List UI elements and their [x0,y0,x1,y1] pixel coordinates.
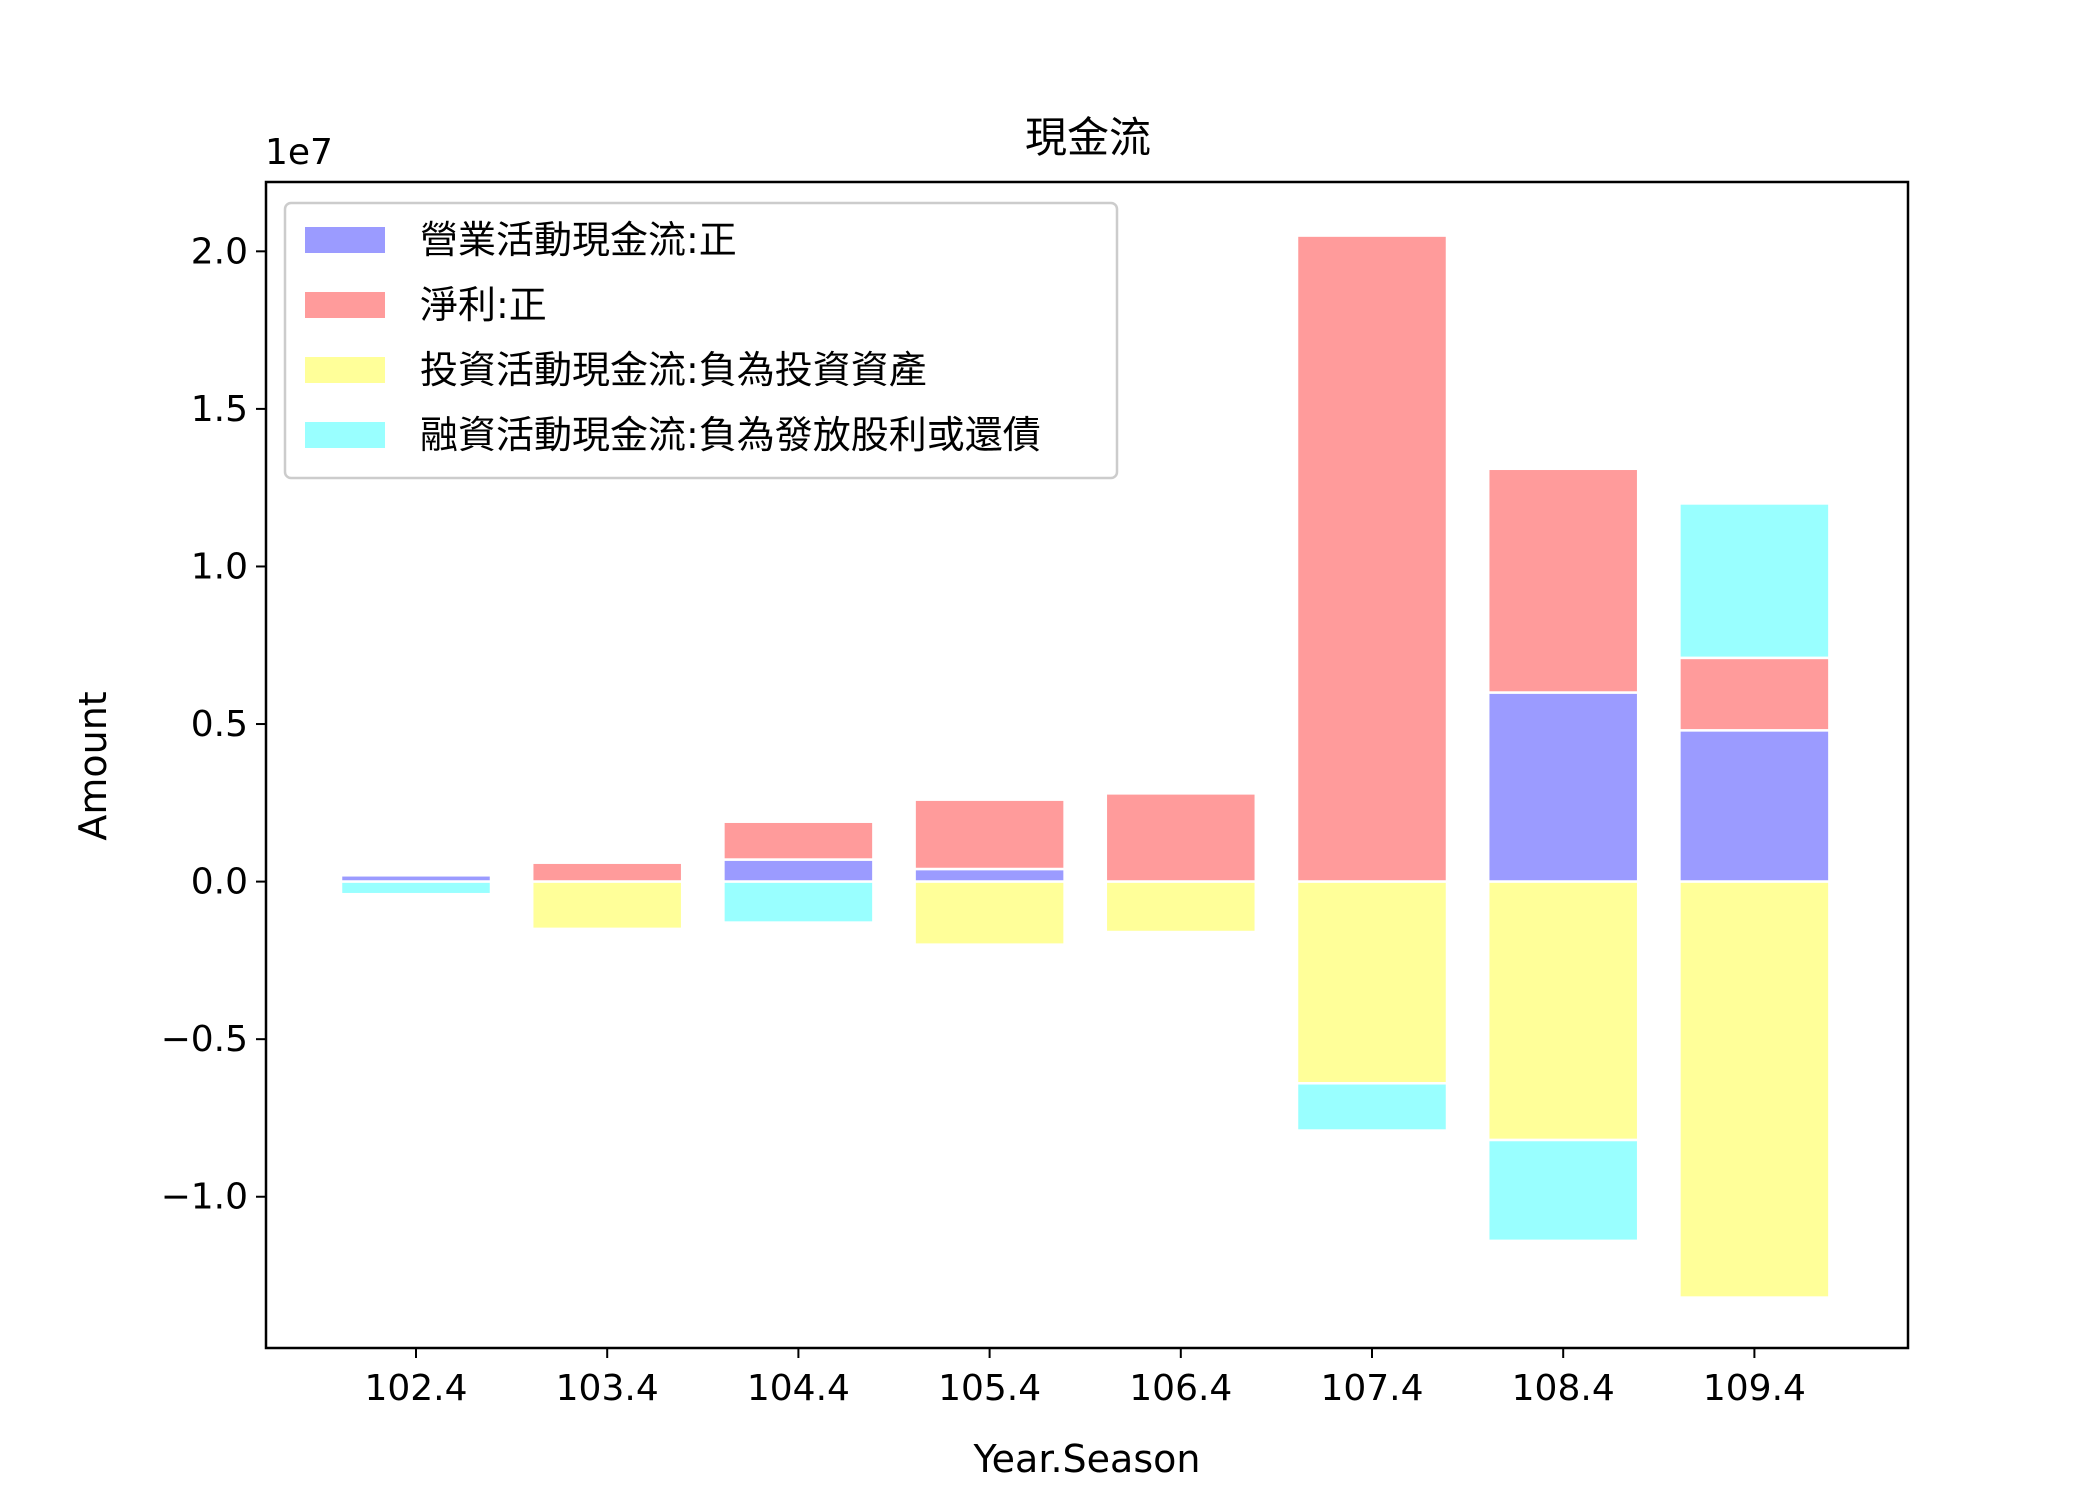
chart-title: 現金流 [1025,113,1151,162]
x-axis-title: Year.Season [973,1437,1201,1481]
y-tick-label: 0.0 [191,862,248,903]
bar-106.4-series-2 [1106,882,1256,932]
legend-label: 投資活動現金流:負為投資資產 [420,348,927,392]
x-tick-label: 109.4 [1703,1368,1806,1409]
legend-swatch [305,357,385,383]
bar-104.4-series-3 [723,882,873,923]
bar-105.4-series-0 [915,869,1065,882]
y-tick-label: −1.0 [161,1177,248,1218]
legend-label: 融資活動現金流:負為發放股利或還債 [420,413,1041,457]
legend-label: 淨利:正 [420,283,547,327]
y-tick-label: −0.5 [161,1019,248,1060]
legend-swatch [305,292,385,318]
bar-108.4-series-3 [1488,1140,1638,1241]
x-tick-label: 107.4 [1320,1368,1423,1409]
bar-107.4-series-3 [1297,1083,1447,1130]
x-tick-label: 108.4 [1512,1368,1615,1409]
bar-104.4-series-1 [723,822,873,860]
bar-105.4-series-1 [915,800,1065,869]
y-tick-label: 1.0 [191,546,248,587]
bar-105.4-series-2 [915,882,1065,945]
y-axis-title: Amount [71,691,115,840]
x-tick-label: 104.4 [747,1368,850,1409]
bar-109.4-series-2 [1679,882,1829,1298]
bar-108.4-series-2 [1488,882,1638,1140]
bar-109.4-series-1 [1679,658,1829,730]
legend-swatch [305,422,385,448]
y-axis: −1.0 −0.5 0.0 0.5 1.0 1.5 2.0 [161,231,266,1217]
bar-107.4-series-2 [1297,882,1447,1084]
legend: 營業活動現金流:正淨利:正投資活動現金流:負為投資資產融資活動現金流:負為發放股… [285,203,1117,478]
bar-104.4-series-0 [723,860,873,882]
y-offset-label: 1e7 [265,132,333,173]
bar-109.4-series-3 [1679,503,1829,657]
legend-swatch [305,227,385,253]
legend-label: 營業活動現金流:正 [420,218,737,262]
bar-108.4-series-0 [1488,693,1638,882]
bar-103.4-series-2 [532,882,682,929]
x-tick-label: 102.4 [364,1368,467,1409]
bar-108.4-series-1 [1488,469,1638,693]
y-tick-label: 2.0 [191,231,248,272]
bar-107.4-series-1 [1297,236,1447,882]
x-tick-label: 105.4 [938,1368,1041,1409]
x-tick-label: 103.4 [556,1368,659,1409]
bar-106.4-series-1 [1106,793,1256,881]
x-tick-label: 106.4 [1129,1368,1232,1409]
bar-109.4-series-0 [1679,730,1829,881]
x-axis: 102.4 103.4 104.4 105.4 106.4 107.4 108.4 109.4 [364,1348,1805,1409]
y-tick-label: 0.5 [191,704,248,745]
bar-103.4-series-1 [532,863,682,882]
y-tick-label: 1.5 [191,389,248,430]
bar-102.4-series-3 [341,882,491,895]
